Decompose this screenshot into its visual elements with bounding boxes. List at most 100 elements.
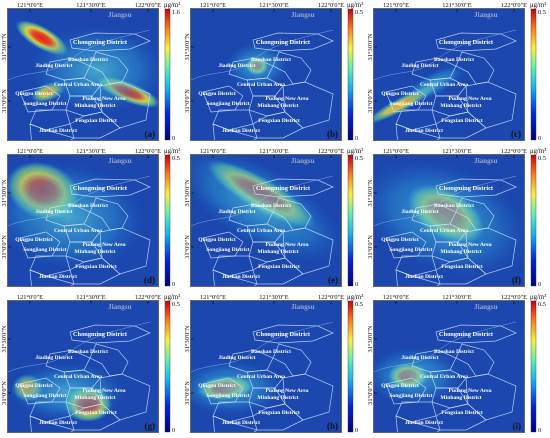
concentration-hotspot bbox=[374, 157, 524, 279]
map-frame bbox=[7, 154, 159, 287]
district-label: Jiading District bbox=[401, 355, 438, 361]
map-svg-b: Jiangsu Zhejiang Chongming District Baoshan… bbox=[184, 2, 363, 142]
district-label: Minhang District bbox=[74, 395, 115, 401]
region-label-zhejiang: Zhejiang bbox=[12, 431, 40, 438]
longitude-tick-label: 121°0'0"E bbox=[383, 294, 409, 301]
district-boundary bbox=[385, 231, 427, 259]
map-svg-e: Jiangsu Zhejiang Chongming District Baoshan… bbox=[184, 148, 363, 288]
colorbar-unit-label: μg/m³ bbox=[164, 2, 180, 9]
district-boundary bbox=[395, 401, 437, 423]
map-body: Jiangsu Zhejiang Chongming District Baoshan… bbox=[374, 9, 524, 140]
latitude-tick-label: 31°0'0"N bbox=[184, 89, 191, 113]
colorbar-max-label: 0.5 bbox=[538, 155, 546, 162]
panel-letter-label: (c) bbox=[511, 129, 521, 139]
colorbar-unit-label: μg/m³ bbox=[530, 2, 546, 9]
district-boundary bbox=[252, 178, 334, 198]
district-boundary bbox=[212, 255, 254, 277]
latitude-tick-label: 31°30'0"N bbox=[1, 325, 8, 352]
district-label: Baoshan District bbox=[251, 57, 291, 63]
district-label: Chongming District bbox=[439, 39, 494, 46]
district-label: Jiading District bbox=[218, 355, 255, 361]
district-label: Pudong New Area bbox=[265, 242, 308, 248]
longitude-tick-label: 121°30'0"E bbox=[76, 148, 105, 155]
district-label: Pudong New Area bbox=[82, 242, 125, 248]
district-label: Pudong New Area bbox=[82, 96, 125, 102]
district-label: Qingpu District bbox=[381, 383, 419, 389]
district-label: Songjiang District bbox=[23, 101, 66, 107]
district-label: Chongming District bbox=[256, 331, 311, 338]
district-label: Jinshan District bbox=[39, 420, 77, 426]
district-label: Qingpu District bbox=[15, 237, 53, 243]
colorbar-unit-label: μg/m³ bbox=[347, 2, 363, 9]
colorbar-max-label: 0.5 bbox=[538, 9, 546, 16]
colorbar bbox=[164, 8, 171, 141]
longitude-tick-label: 121°30'0"E bbox=[76, 2, 105, 9]
map-body: Jiangsu Zhejiang Chongming District Baoshan… bbox=[8, 155, 158, 292]
latitude-tick-label: 31°0'0"N bbox=[367, 89, 374, 113]
region-label-zhejiang: Zhejiang bbox=[12, 139, 40, 146]
colorbar-min-label: 0 bbox=[355, 135, 358, 142]
colorbar-max-label: 0.5 bbox=[355, 9, 363, 16]
district-label: Jinshan District bbox=[405, 128, 443, 134]
map-body: Jiangsu Zhejiang Chongming District Baoshan… bbox=[8, 9, 158, 146]
colorbar bbox=[164, 300, 171, 433]
district-label: Minhang District bbox=[257, 249, 298, 255]
map-panel-g: Jiangsu Zhejiang Chongming District Baoshan… bbox=[0, 292, 183, 438]
district-label: Pudong New Area bbox=[448, 388, 491, 394]
district-label: Central Urban Area bbox=[54, 228, 102, 234]
longitude-tick-label: 121°30'0"E bbox=[442, 2, 471, 9]
colorbar bbox=[347, 154, 354, 287]
latitude-tick-label: 31°30'0"N bbox=[367, 325, 374, 352]
district-boundary bbox=[246, 369, 284, 389]
colorbar bbox=[347, 300, 354, 433]
district-label: Central Urban Area bbox=[54, 82, 102, 88]
panel-letter-label: (d) bbox=[144, 275, 155, 285]
district-label: Fengxian District bbox=[441, 410, 483, 416]
district-boundary bbox=[212, 269, 258, 286]
colorbar-min-label: 0 bbox=[172, 281, 175, 288]
district-label: Minhang District bbox=[440, 103, 481, 109]
latitude-tick-label: 31°0'0"N bbox=[184, 381, 191, 405]
district-boundary bbox=[395, 415, 441, 432]
map-body: Jiangsu Zhejiang Chongming District Baoshan… bbox=[191, 301, 341, 432]
district-boundary bbox=[212, 123, 258, 140]
region-label-zhejiang: Zhejiang bbox=[12, 285, 40, 292]
district-label: Jiading District bbox=[35, 63, 72, 69]
concentration-hotspot bbox=[374, 346, 464, 406]
panel-letter-label: (g) bbox=[145, 421, 156, 431]
district-label: Fengxian District bbox=[441, 118, 483, 124]
district-label: Jinshan District bbox=[222, 420, 260, 426]
map-frame bbox=[373, 8, 525, 141]
panel-letter-label: (f) bbox=[512, 275, 521, 285]
district-label: Fengxian District bbox=[258, 264, 300, 270]
map-frame bbox=[190, 154, 342, 287]
district-label: Qingpu District bbox=[198, 237, 236, 243]
district-label: Jinshan District bbox=[405, 420, 443, 426]
longitude-tick-label: 121°0'0"E bbox=[383, 2, 409, 9]
map-panel-a: Jiangsu Zhejiang Chongming District Baoshan… bbox=[0, 0, 183, 146]
colorbar bbox=[347, 8, 354, 141]
colorbar-max-label: 0.5 bbox=[538, 301, 546, 308]
longitude-tick-label: 121°30'0"E bbox=[442, 294, 471, 301]
district-label: Jiading District bbox=[35, 355, 72, 361]
map-panel-e: Jiangsu Zhejiang Chongming District Baoshan… bbox=[183, 146, 366, 292]
region-label-jiangsu: Jiangsu bbox=[474, 157, 498, 165]
district-label: Baoshan District bbox=[434, 349, 474, 355]
region-label-jiangsu: Jiangsu bbox=[291, 11, 315, 19]
district-label: Minhang District bbox=[74, 249, 115, 255]
concentration-hotspot bbox=[28, 25, 158, 115]
longitude-tick-label: 121°0'0"E bbox=[200, 294, 226, 301]
colorbar-min-label: 0 bbox=[172, 135, 175, 142]
district-label: Songjiang District bbox=[206, 101, 249, 107]
district-boundary bbox=[29, 269, 75, 286]
district-boundary bbox=[63, 369, 101, 389]
district-label: Baoshan District bbox=[68, 203, 108, 209]
district-label: Central Urban Area bbox=[420, 228, 468, 234]
colorbar-max-label: 0.5 bbox=[172, 301, 180, 308]
district-boundary bbox=[19, 231, 61, 259]
district-boundary bbox=[69, 324, 151, 344]
district-label: Fengxian District bbox=[441, 264, 483, 270]
colorbar-max-label: 0.5 bbox=[355, 155, 363, 162]
map-svg-h: Jiangsu Zhejiang Chongming District Baoshan… bbox=[184, 294, 363, 434]
